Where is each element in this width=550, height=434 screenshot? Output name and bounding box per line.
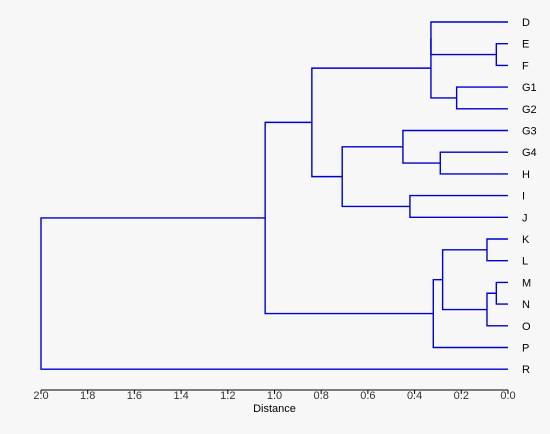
leaf-label: G3	[522, 126, 537, 138]
leaf-label: D	[522, 17, 530, 29]
x-tick-label: 1.6	[127, 390, 142, 402]
x-axis-ticks: 2.0 1.8 1.6 1.4 1.2 1.0 0.8 0.6 0.4 0.2 0.0	[33, 390, 516, 402]
dendrogram-link	[311, 67, 431, 178]
x-tick-label: 0.4	[407, 390, 422, 402]
leaf-label: G2	[522, 104, 537, 116]
x-tick-label: 0.0	[500, 390, 515, 402]
dendrogram-link	[455, 86, 508, 110]
x-axis: 2.0 1.8 1.6 1.4 1.2 1.0 0.8 0.6 0.4 0.2 0.0 Distan…	[33, 389, 516, 415]
leaf-label: J	[522, 212, 528, 224]
leaf-label: E	[522, 39, 529, 51]
leaf-label: G1	[522, 82, 537, 94]
dendrogram-link	[495, 281, 508, 305]
leaf-label: K	[522, 234, 530, 246]
x-tick-label: 1.8	[80, 390, 95, 402]
x-tick-label: 2.0	[33, 390, 48, 402]
dendrogram-link	[441, 249, 487, 311]
leaf-label: P	[522, 343, 529, 355]
leaf-label: N	[522, 299, 530, 311]
dendrogram-links	[40, 21, 508, 370]
x-tick-label: 0.2	[454, 390, 469, 402]
leaf-label: O	[522, 321, 531, 333]
dendrogram-link	[409, 194, 508, 218]
x-tick-label: 0.8	[314, 390, 329, 402]
dendrogram-link	[40, 217, 508, 370]
dendrogram-link	[495, 43, 508, 67]
dendrogram-link	[341, 146, 410, 208]
x-tick-label: 1.0	[267, 390, 282, 402]
leaf-label: I	[522, 191, 525, 203]
dendrogram-link	[402, 129, 508, 164]
leaf-label: G4	[522, 147, 537, 159]
dendrogram-link	[439, 151, 508, 175]
dendrogram-link	[486, 238, 508, 262]
x-axis-title: Distance	[253, 403, 296, 415]
leaf-label: L	[522, 256, 528, 268]
x-tick-label: 0.6	[360, 390, 375, 402]
leaf-label: H	[522, 169, 530, 181]
x-tick-label: 1.4	[173, 390, 188, 402]
dendrogram-link	[430, 38, 457, 99]
leaf-label: F	[522, 60, 529, 72]
leaf-label: M	[522, 277, 531, 289]
x-tick-label: 1.2	[220, 390, 235, 402]
dendrogram-link	[486, 292, 508, 327]
dendrogram-link	[264, 121, 434, 315]
leaf-label: R	[522, 364, 530, 376]
